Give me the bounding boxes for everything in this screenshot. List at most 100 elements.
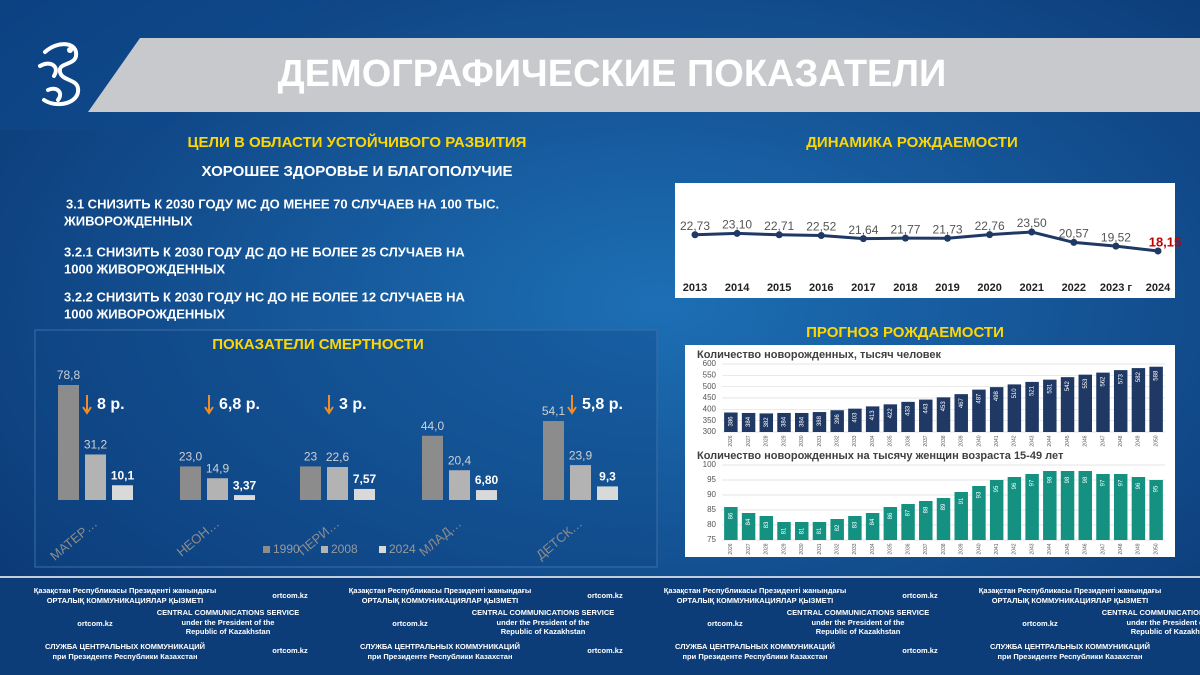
x-tick-label: 2030 xyxy=(799,543,805,554)
value-label: 386 xyxy=(728,416,734,427)
value-label: 510 xyxy=(1012,388,1018,399)
annotation: 5,8 р. xyxy=(582,396,623,413)
bar xyxy=(1025,474,1039,540)
bar xyxy=(597,486,618,500)
category-label: 2015 xyxy=(767,282,791,294)
value-label: 23 xyxy=(304,450,318,464)
x-tick-label: 2042 xyxy=(1012,435,1018,446)
value-label: 87 xyxy=(906,509,912,516)
footer-text: CENTRAL COMMUNICATIONS SERVICE xyxy=(157,608,300,617)
value-label: 10,1 xyxy=(111,468,135,482)
x-tick-label: 2026 xyxy=(728,543,734,554)
header-banner xyxy=(88,38,1200,112)
value-label: 422 xyxy=(888,408,894,419)
value-label: 20,4 xyxy=(448,453,472,467)
value-label: 93 xyxy=(977,491,983,498)
value-label: 97 xyxy=(1101,479,1107,486)
footer-text: ortcom.kz xyxy=(77,619,113,628)
bar xyxy=(936,498,951,540)
x-tick-label: 2048 xyxy=(1118,543,1124,554)
bar xyxy=(812,412,827,432)
value-label: 81 xyxy=(799,527,805,534)
value-label: 21,77 xyxy=(890,222,920,236)
x-tick-label: 2036 xyxy=(905,435,911,446)
bar xyxy=(543,421,564,500)
category-label: 2021 xyxy=(1019,282,1043,294)
value-label: 23,9 xyxy=(569,448,593,462)
footer-text: Қазақстан Республикасы Президенті жанынд… xyxy=(34,586,216,595)
bar xyxy=(327,467,348,500)
bar xyxy=(919,501,933,540)
value-label: 6,80 xyxy=(475,473,499,487)
footer-text: CENTRAL COMMUNICATIONS SERVICE xyxy=(472,608,615,617)
x-tick-label: 2038 xyxy=(941,435,947,446)
bar xyxy=(901,401,915,432)
footer-text: CENTRAL COMMUNICATIONS SERVICE xyxy=(1102,608,1200,617)
value-label: 467 xyxy=(959,397,965,408)
category-label: 2013 xyxy=(683,282,707,294)
point xyxy=(733,229,741,237)
bar xyxy=(901,504,915,540)
x-tick-label: 2050 xyxy=(1153,435,1159,446)
footer-text: under the President of the xyxy=(1127,618,1200,627)
footer-text: Republic of Kazakhstan xyxy=(186,627,271,636)
footer-text: Republic of Kazakhstan xyxy=(816,627,901,636)
footer-text: при Президенте Республики Казахстан xyxy=(53,652,198,661)
value-label: 531 xyxy=(1047,383,1053,394)
bar xyxy=(865,406,880,432)
x-tick-label: 2045 xyxy=(1065,435,1071,446)
y-tick-label: 90 xyxy=(707,490,716,499)
x-tick-label: 2044 xyxy=(1047,543,1053,554)
x-tick-label: 2047 xyxy=(1100,435,1106,446)
x-tick-label: 2049 xyxy=(1136,435,1142,446)
annotation-arrow xyxy=(204,395,214,415)
bar xyxy=(1078,374,1092,432)
value-label: 542 xyxy=(1065,380,1071,391)
bar xyxy=(234,495,255,500)
x-tick-label: 2037 xyxy=(923,543,929,554)
bar xyxy=(476,490,497,500)
annotation: 6,8 р. xyxy=(219,396,260,413)
bar xyxy=(989,387,1004,432)
footer-text: ortcom.kz xyxy=(587,646,623,655)
annotation-arrow xyxy=(82,395,92,415)
x-tick-label: 2027 xyxy=(746,543,752,554)
point xyxy=(691,231,699,239)
value-label: 21,64 xyxy=(848,223,878,237)
point xyxy=(944,234,952,242)
x-tick-label: 2038 xyxy=(941,543,947,554)
point xyxy=(1154,247,1162,255)
x-tick-label: 2031 xyxy=(817,543,823,554)
annotation: 3 р. xyxy=(339,396,367,413)
value-label: 384 xyxy=(746,416,752,427)
x-tick-label: 2029 xyxy=(781,543,787,554)
goal-line: 3.2.2 СНИЗИТЬ К 2030 ГОДУ НС ДО НЕ БОЛЕЕ… xyxy=(64,289,466,304)
goal-line: 3.2.1 СНИЗИТЬ К 2030 ГОДУ ДС ДО НЕ БОЛЕЕ… xyxy=(64,244,465,259)
value-label: 23,0 xyxy=(179,450,203,464)
point xyxy=(986,231,994,239)
x-tick-label: 2040 xyxy=(976,543,982,554)
footer-text: СЛУЖБА ЦЕНТРАЛЬНЫХ КОММУНИКАЦИЙ xyxy=(990,642,1150,651)
x-tick-label: 2029 xyxy=(781,435,787,446)
value-label: 98 xyxy=(1047,476,1053,483)
footer-text: CENTRAL COMMUNICATIONS SERVICE xyxy=(787,608,930,617)
bar xyxy=(741,412,756,432)
legend-swatch xyxy=(379,546,386,553)
bar xyxy=(830,519,844,540)
bar xyxy=(795,522,809,540)
category-label: 2016 xyxy=(809,282,833,294)
value-label: 22,52 xyxy=(806,220,836,234)
bar xyxy=(1060,471,1075,540)
footer-text: ortcom.kz xyxy=(587,591,623,600)
value-label: 23,50 xyxy=(1017,216,1047,230)
value-label: 3,37 xyxy=(233,478,257,492)
point xyxy=(1070,238,1078,246)
x-tick-label: 2031 xyxy=(817,435,823,446)
forecast-title: ПРОГНОЗ РОЖДАЕМОСТИ xyxy=(806,324,1004,341)
footer-text: СЛУЖБА ЦЕНТРАЛЬНЫХ КОММУНИКАЦИЙ xyxy=(360,642,520,651)
footer-text: при Президенте Республики Казахстан xyxy=(368,652,513,661)
value-label: 382 xyxy=(764,417,770,428)
bar xyxy=(848,408,862,432)
category-label: 2020 xyxy=(977,282,1001,294)
